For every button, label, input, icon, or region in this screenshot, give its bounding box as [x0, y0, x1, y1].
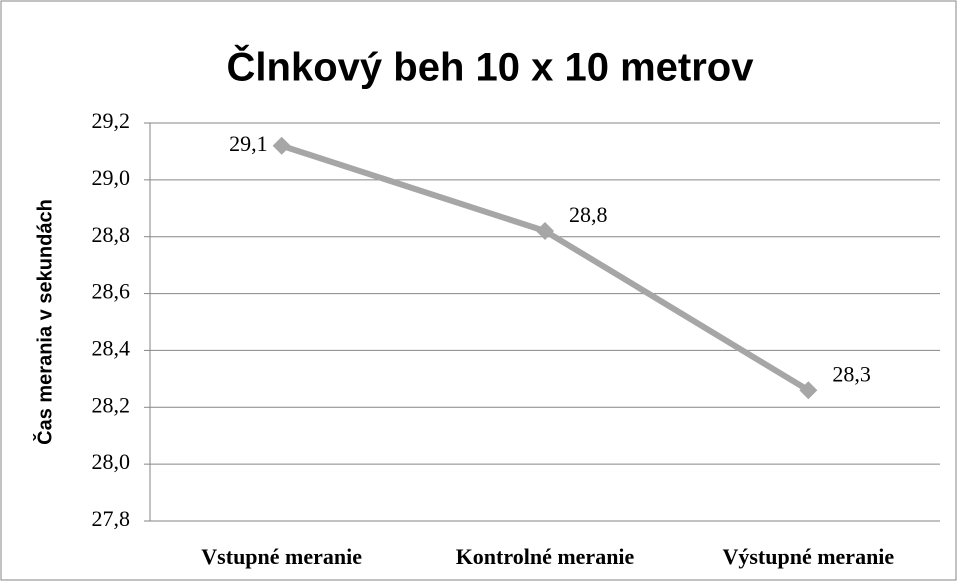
y-tick-label: 28,4	[92, 335, 131, 360]
y-axis-label: Čas merania v sekundách	[32, 199, 56, 445]
chart-title: Člnkový beh 10 x 10 metrov	[227, 44, 755, 90]
data-label: 28,8	[569, 202, 608, 227]
y-tick-label: 28,2	[92, 392, 131, 417]
y-tick-label: 28,8	[92, 222, 131, 247]
y-tick-label: 27,8	[92, 506, 131, 531]
y-tick-label: 29,2	[92, 108, 131, 133]
marker	[536, 222, 554, 241]
marker	[799, 381, 818, 400]
x-tick-label: Vstupné meranie	[201, 544, 362, 569]
y-tick-label: 29,0	[92, 165, 131, 190]
y-tick-label: 28,6	[92, 279, 131, 304]
x-tick-label: Výstupné meranie	[722, 544, 894, 569]
data-label: 28,3	[832, 361, 871, 386]
data-label: 29,1	[229, 131, 268, 156]
marker	[272, 136, 291, 155]
x-tick-label: Kontrolné meranie	[456, 544, 635, 569]
y-tick-label: 28,0	[92, 449, 131, 474]
